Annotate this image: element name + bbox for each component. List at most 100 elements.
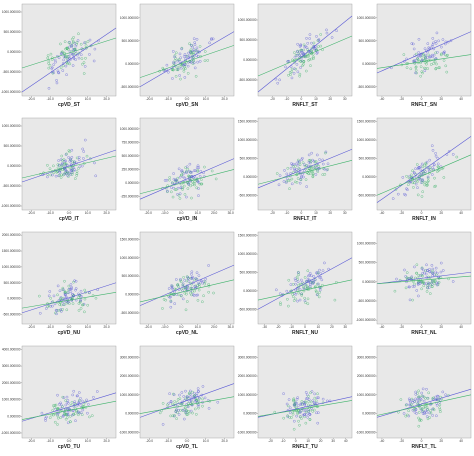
point-series-a bbox=[318, 288, 322, 292]
point-series-a bbox=[67, 402, 70, 405]
y-tick-label: 2000.000000 bbox=[2, 381, 21, 385]
point-series-a bbox=[431, 37, 435, 40]
point-series-a bbox=[431, 144, 434, 147]
y-tick-label: 1500.000000 bbox=[357, 120, 376, 124]
x-tick-label: 20.0 bbox=[221, 439, 227, 443]
point-series-b bbox=[194, 407, 197, 411]
point-series-a bbox=[67, 300, 70, 304]
point-series-b bbox=[69, 414, 72, 418]
point-series-b bbox=[314, 289, 318, 293]
point-series-b bbox=[49, 173, 53, 177]
point-series-a bbox=[170, 284, 173, 287]
point-series-b bbox=[290, 177, 294, 181]
point-series-a bbox=[421, 272, 424, 275]
point-series-b bbox=[421, 52, 425, 56]
x-tick-label: 30 bbox=[343, 211, 347, 215]
point-series-a bbox=[288, 411, 292, 414]
point-series-b bbox=[416, 193, 420, 197]
point-series-a bbox=[274, 77, 278, 81]
point-series-b bbox=[78, 399, 81, 402]
point-series-b bbox=[175, 401, 179, 404]
point-series-b bbox=[79, 42, 83, 46]
x-tick-label: -20 bbox=[399, 325, 404, 329]
point-series-b bbox=[179, 408, 182, 412]
point-series-a bbox=[335, 29, 338, 32]
point-series-a bbox=[83, 65, 87, 68]
x-tick-label: 0 bbox=[421, 211, 423, 215]
scatter-plot: 1000.000000 500.000000 0.000000 -500.000000… bbox=[357, 3, 472, 101]
point-series-a bbox=[181, 408, 185, 412]
point-series-a bbox=[196, 404, 200, 408]
x-tick-label: 0.0 bbox=[67, 97, 72, 101]
x-tick-label: 0 bbox=[421, 439, 423, 443]
point-series-b bbox=[427, 53, 431, 57]
point-series-a bbox=[321, 397, 325, 401]
point-series-a bbox=[408, 403, 411, 407]
point-series-b bbox=[175, 51, 178, 55]
plot-area bbox=[376, 345, 472, 439]
y-tick-label: 0.000000 bbox=[362, 280, 376, 284]
point-series-a bbox=[178, 60, 182, 64]
x-axis-label: cpVD_SN bbox=[175, 102, 199, 108]
point-series-b bbox=[185, 275, 189, 278]
point-series-b bbox=[69, 420, 72, 424]
point-series-a bbox=[196, 49, 200, 53]
point-series-a bbox=[296, 160, 300, 164]
point-series-a bbox=[428, 158, 431, 162]
point-series-b bbox=[431, 407, 435, 410]
point-series-a bbox=[180, 169, 184, 172]
point-series-b bbox=[187, 182, 190, 186]
x-tick-label: 10 bbox=[314, 97, 318, 101]
point-series-b bbox=[286, 297, 289, 301]
point-series-b bbox=[83, 288, 87, 292]
x-tick-label: 40 bbox=[459, 439, 463, 443]
point-series-b bbox=[420, 70, 424, 73]
point-series-b bbox=[84, 44, 88, 47]
x-tick-label: 30 bbox=[331, 439, 335, 443]
point-series-a bbox=[311, 158, 314, 162]
point-series-a bbox=[68, 45, 71, 49]
point-series-a bbox=[173, 182, 177, 186]
point-series-a bbox=[423, 47, 427, 50]
point-series-a bbox=[304, 391, 308, 394]
point-series-b bbox=[57, 416, 60, 420]
point-series-a bbox=[316, 153, 319, 157]
point-series-a bbox=[309, 281, 312, 285]
point-series-a bbox=[427, 46, 430, 49]
point-series-b bbox=[81, 62, 84, 66]
y-tick-label: -1000.000000 bbox=[1, 90, 21, 94]
point-series-b bbox=[84, 400, 87, 404]
point-series-b bbox=[316, 170, 320, 173]
point-series-b bbox=[66, 55, 70, 58]
point-series-b bbox=[409, 403, 413, 406]
point-series-b bbox=[429, 292, 432, 295]
plot-area bbox=[21, 345, 117, 439]
y-tick-label: 0.000000 bbox=[7, 297, 21, 301]
point-series-a bbox=[188, 400, 192, 403]
point-series-b bbox=[404, 414, 408, 418]
point-series-a bbox=[441, 38, 445, 41]
point-series-b bbox=[61, 286, 65, 290]
point-series-a bbox=[308, 285, 312, 288]
point-series-a bbox=[172, 393, 176, 396]
point-series-a bbox=[325, 168, 329, 172]
point-series-a bbox=[416, 282, 420, 285]
point-series-b bbox=[176, 176, 180, 180]
point-series-a bbox=[415, 289, 419, 292]
point-series-a bbox=[57, 299, 61, 302]
point-series-a bbox=[74, 419, 77, 422]
point-series-a bbox=[71, 293, 74, 296]
point-series-a bbox=[434, 270, 437, 274]
point-series-b bbox=[425, 290, 429, 293]
point-series-a bbox=[431, 280, 434, 283]
point-series-b bbox=[412, 186, 415, 189]
point-series-a bbox=[289, 283, 293, 286]
point-series-b bbox=[63, 413, 66, 417]
x-tick-label: -20.0 bbox=[28, 439, 35, 443]
point-series-b bbox=[292, 299, 296, 302]
point-series-a bbox=[425, 263, 428, 267]
point-series-a bbox=[184, 55, 188, 58]
point-series-b bbox=[422, 281, 426, 285]
point-series-b bbox=[418, 173, 422, 177]
point-series-a bbox=[198, 175, 202, 178]
